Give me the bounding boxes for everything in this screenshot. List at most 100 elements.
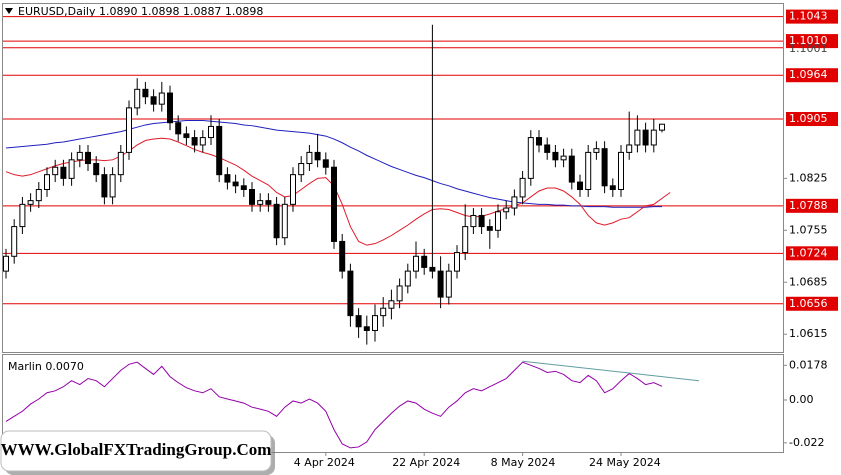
- candle-body: [298, 163, 305, 176]
- level-label-box: [786, 9, 838, 24]
- level-label-box: [786, 112, 838, 127]
- candle-body: [167, 92, 173, 124]
- moving-average: [5, 119, 662, 208]
- candle-body: [536, 137, 542, 146]
- indicator-line: [5, 361, 663, 449]
- candle-body: [134, 88, 141, 109]
- candle-body: [19, 203, 26, 228]
- candle-body: [372, 315, 378, 331]
- candle-body: [109, 174, 116, 198]
- candle-body: [544, 144, 551, 153]
- menu-triangle[interactable]: [5, 8, 13, 14]
- indicator-title: Marlin 0.0070: [8, 360, 84, 373]
- candle-body: [363, 326, 370, 331]
- y-tick-label: 1.0755: [789, 223, 828, 236]
- candle-body: [93, 163, 100, 176]
- candle-body: [3, 255, 9, 272]
- level-label: 1.0656: [789, 297, 828, 310]
- candle-body: [404, 270, 411, 287]
- candle-body: [232, 181, 239, 187]
- candle-body: [486, 226, 493, 231]
- candle-body: [618, 151, 624, 191]
- candle-body: [396, 285, 403, 302]
- candle-body: [142, 88, 149, 98]
- candle-body: [150, 96, 157, 105]
- candle-body: [519, 177, 526, 198]
- candle-body: [158, 92, 165, 105]
- candle-body: [634, 129, 641, 146]
- candle-body: [52, 166, 59, 176]
- watermark-text: WWW.GlobalFXTradingGroup.Com: [1, 440, 272, 459]
- candle-body: [76, 151, 83, 161]
- candle-body: [413, 255, 419, 272]
- candle-body: [421, 255, 428, 268]
- x-tick-label: 22 Apr 2024: [392, 456, 460, 469]
- candle-body: [85, 151, 91, 165]
- candle-body: [355, 315, 362, 328]
- candle-body: [208, 125, 214, 139]
- candle-body: [101, 174, 108, 198]
- trend-line: [522, 360, 699, 382]
- level-label-box: [786, 296, 838, 311]
- candle-body: [568, 155, 575, 183]
- indicator-pane: [2, 354, 784, 453]
- candle-body: [240, 185, 247, 191]
- candle-body: [609, 185, 616, 191]
- candle-body: [560, 155, 567, 161]
- candle-body: [35, 189, 42, 202]
- candle-body: [380, 307, 387, 317]
- candle-body: [68, 159, 75, 179]
- candle-body: [454, 252, 460, 272]
- y-tick-label: 1.0685: [789, 275, 828, 288]
- candle-body: [126, 107, 132, 153]
- candle-body: [642, 129, 649, 146]
- y-tick-label: 1.0825: [789, 171, 828, 184]
- x-tick-label: 24 May 2024: [589, 456, 661, 469]
- candle-body: [314, 151, 321, 161]
- candle-body: [470, 214, 477, 228]
- candle-body: [659, 123, 665, 131]
- candle-body: [183, 133, 190, 139]
- candle-body: [27, 200, 34, 205]
- candle-body: [265, 200, 272, 205]
- candle-body: [347, 270, 354, 317]
- level-label: 1.1010: [789, 34, 828, 47]
- candle-body: [462, 226, 469, 254]
- candle-body: [273, 203, 280, 239]
- candle-body: [577, 181, 583, 191]
- candle-body: [626, 144, 633, 153]
- candle-body: [437, 270, 444, 298]
- candle-body: [322, 159, 329, 168]
- level-label-box: [786, 198, 838, 213]
- candle-body: [191, 137, 198, 146]
- plot-layer: 1.0825 1.0755 1.0685 1.0615 1.1043 1.10101.10…: [3, 9, 838, 469]
- candle-body: [503, 207, 510, 213]
- candle-body: [478, 214, 485, 228]
- level-label: 1.0905: [789, 112, 828, 125]
- level-label: 1.0724: [789, 246, 828, 259]
- candle-body: [445, 270, 452, 298]
- candle-body: [527, 137, 534, 179]
- y-tick-label: -0.022: [789, 436, 824, 449]
- level-label-box: [786, 68, 838, 83]
- candle-body: [388, 300, 395, 309]
- candle-body: [290, 174, 296, 205]
- candle-body: [216, 125, 223, 176]
- candle-body: [593, 148, 600, 153]
- candle-body: [339, 240, 346, 272]
- candle-body: [11, 226, 18, 257]
- y-tick-label: 0.00: [789, 393, 814, 406]
- candle-body: [44, 174, 50, 191]
- candle-body: [249, 189, 255, 205]
- candle-body: [495, 211, 501, 231]
- x-tick-label: 4 Apr 2024: [294, 456, 355, 469]
- candle-body: [199, 137, 206, 146]
- level-label-box: [786, 246, 838, 261]
- candle-body: [281, 203, 288, 239]
- candle-body: [306, 151, 313, 165]
- moving-average: [5, 137, 671, 246]
- candle-body: [429, 266, 436, 272]
- level-label: 1.0964: [789, 68, 828, 81]
